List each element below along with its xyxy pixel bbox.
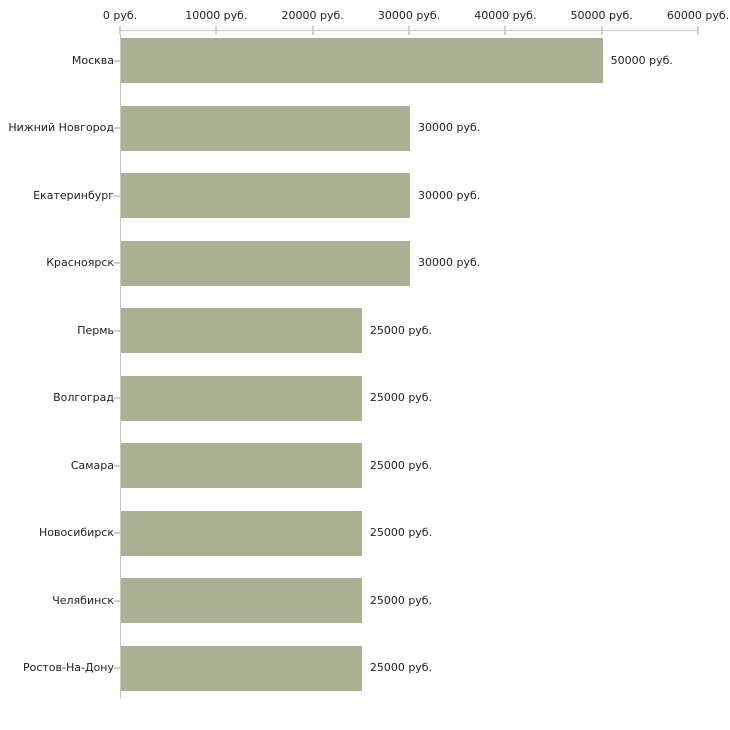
y-axis-tick [114, 194, 121, 197]
bar-value-label: 30000 руб. [418, 188, 481, 202]
x-axis-tick [697, 26, 699, 35]
y-axis-label: Нижний Новгород [8, 121, 114, 134]
x-axis-tick [504, 26, 507, 35]
y-axis-tick [114, 127, 121, 129]
y-axis-tick [114, 599, 121, 602]
bar [121, 645, 362, 691]
bar [121, 578, 362, 623]
bar [121, 240, 410, 286]
bar-value-label: 25000 руб. [369, 526, 433, 539]
x-axis-tick [215, 26, 218, 35]
x-axis-tick-label: 20000 руб. [281, 9, 344, 22]
y-axis-line [120, 30, 121, 699]
bar-value-label: 30000 руб. [418, 256, 481, 269]
bar-value-label: 25000 руб. [369, 593, 433, 607]
x-axis-tick-label: 50000 руб. [570, 9, 633, 22]
y-axis-label: Челябинск [52, 593, 114, 607]
x-axis-tick-label: 40000 руб. [474, 9, 537, 22]
bar [121, 38, 603, 83]
y-axis-label: Новосибирск [38, 526, 114, 539]
bar [121, 308, 362, 353]
y-axis-tick [114, 397, 121, 399]
x-axis-tick [600, 26, 603, 35]
x-axis-tick-label: 0 руб. [102, 9, 138, 22]
bar [121, 105, 410, 151]
bar-value-label: 25000 руб. [369, 661, 433, 674]
bar [121, 375, 362, 421]
bar [121, 510, 362, 556]
bar [121, 443, 362, 488]
bar-value-label: 25000 руб. [369, 323, 433, 337]
bar-value-label: 30000 руб. [418, 121, 481, 134]
y-axis-label: Красноярск [46, 256, 114, 269]
y-axis-label: Ростов-На-Дону [22, 661, 114, 674]
x-axis-tick [408, 26, 410, 35]
y-axis-label: Пермь [77, 323, 114, 337]
bar-value-label: 25000 руб. [369, 391, 433, 404]
y-axis-label: Самара [70, 458, 114, 472]
y-axis-tick [114, 329, 121, 332]
y-axis-label: Екатеринбург [33, 188, 114, 202]
bar-value-label: 50000 руб. [610, 53, 673, 67]
x-axis-tick [311, 26, 314, 35]
x-axis-tick-label: 60000 руб. [666, 9, 730, 22]
y-axis-tick [114, 262, 121, 264]
y-axis-tick [114, 59, 121, 62]
y-axis-label: Москва [71, 53, 114, 67]
y-axis-tick [114, 667, 121, 669]
bar [121, 173, 410, 218]
y-axis-tick [114, 464, 121, 467]
y-axis-tick [114, 532, 121, 534]
x-axis-tick-label: 10000 руб. [185, 9, 248, 22]
x-axis-tick-label: 30000 руб. [377, 9, 441, 22]
y-axis-label: Волгоград [53, 391, 114, 404]
bar-value-label: 25000 руб. [369, 458, 433, 472]
x-axis-tick [119, 26, 121, 35]
